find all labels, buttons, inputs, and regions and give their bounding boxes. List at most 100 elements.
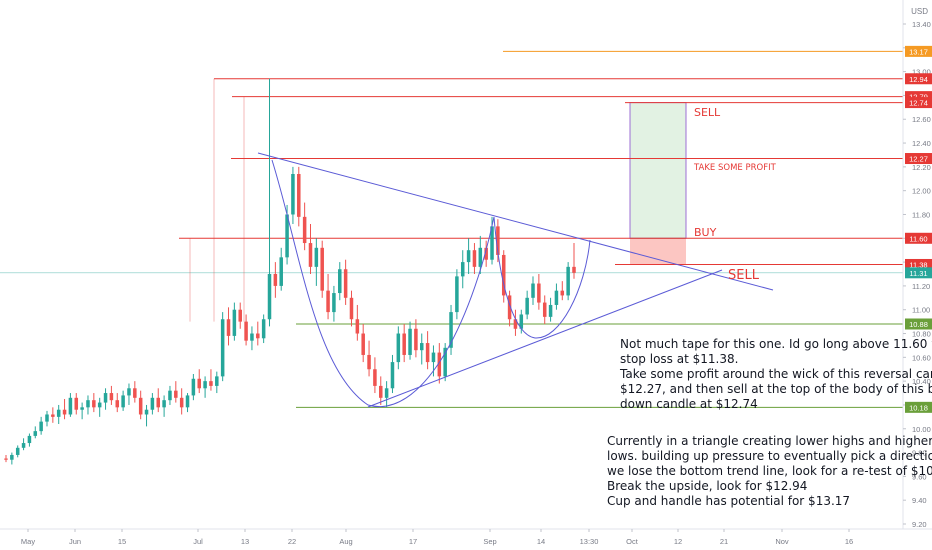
candle-body [238, 309, 242, 322]
candle-body [525, 297, 529, 315]
candle-body [460, 262, 465, 277]
candle-body [542, 302, 547, 317]
price-tick-label: 12.40 [912, 139, 931, 148]
price-level-badge [905, 45, 932, 57]
candle-body [150, 397, 155, 410]
candle-body [437, 352, 442, 377]
candle-body [332, 293, 336, 313]
candle-body [138, 397, 143, 415]
candle-body [62, 409, 67, 415]
price-level-badge-label: 10.18 [909, 403, 928, 412]
price-level-badge-label: 12.27 [909, 155, 928, 164]
candle-body [326, 290, 330, 313]
note-line: $12.27, and then sell at the top of the … [620, 382, 932, 396]
candle-body [232, 309, 237, 336]
candle-body [103, 393, 108, 403]
candle-body [279, 257, 283, 286]
candle-body [519, 314, 524, 329]
position-zones [629, 102, 687, 265]
candle-body [390, 362, 395, 389]
candle-body [109, 393, 114, 401]
price-tick-label: 12.60 [912, 115, 931, 124]
candle-body [203, 381, 207, 389]
time-tick-label: Sep [483, 537, 496, 546]
time-tick-label: 13:30 [580, 537, 599, 546]
price-tick-label: 11.00 [912, 306, 930, 315]
candle-body [548, 304, 553, 317]
price-level-lines [0, 50, 903, 408]
time-tick-label: 14 [537, 537, 545, 546]
candle-body [215, 376, 219, 386]
stop-loss-zone [630, 238, 686, 265]
price-tick-label: 13.00 [912, 68, 931, 77]
price-level-badge-label: 12.94 [909, 75, 928, 84]
time-tick-label: Nov [775, 537, 789, 546]
candle-body [431, 352, 436, 363]
candle-body [349, 297, 354, 320]
candle-body [168, 390, 172, 401]
candle-body [56, 409, 61, 417]
price-tick-label: 9.80 [912, 449, 927, 458]
lower-trendline [367, 269, 723, 408]
candle-body [314, 247, 319, 267]
price-level-badge [905, 267, 932, 279]
candle-body [373, 369, 377, 386]
time-tick-label: 15 [118, 537, 126, 546]
time-axis[interactable]: May Jun 15 Jul 13 22 Aug 17 Sep 14 13:30 Oct 12 21 Nov… [0, 528, 932, 546]
candle-body [414, 328, 418, 351]
candle-body [379, 385, 383, 398]
sell-bottom-label: SELL [728, 268, 760, 283]
price-tick-label: 10.40 [912, 377, 931, 386]
note-line: Cup and handle has potential for $13.17 [607, 494, 851, 508]
candle-body [121, 395, 125, 408]
candle-body [484, 247, 488, 260]
price-tick-label: 9.60 [912, 472, 927, 481]
candle-body [472, 250, 477, 267]
candle-body [267, 274, 272, 320]
candle-body [220, 319, 225, 377]
candle-body [127, 388, 131, 396]
candle-body [560, 290, 565, 296]
candle-body [86, 400, 90, 408]
profit-zone [629, 102, 687, 239]
candle-body [320, 247, 324, 291]
candle-body [513, 319, 518, 329]
trend-drawings [257, 152, 774, 408]
candle-body [572, 266, 576, 273]
candle-body [174, 390, 178, 398]
candle-body [10, 454, 14, 460]
candle-body [115, 400, 120, 408]
price-tick-label: 12.00 [912, 187, 931, 196]
note-line: down candle at $12.74 [620, 397, 758, 411]
time-tick-label: Jul [193, 537, 203, 546]
time-tick-label: 16 [845, 537, 853, 546]
candle-body [226, 319, 231, 336]
candle-body [443, 347, 447, 377]
time-tick-label: Jun [69, 537, 81, 546]
candle-body [402, 333, 406, 355]
time-tick-label: May [21, 537, 35, 546]
price-level-badge-label: 13.17 [909, 47, 928, 56]
note-line: Currently in a triangle creating lower h… [607, 434, 932, 448]
price-tick-label: 10.00 [912, 425, 931, 434]
candle-body [197, 378, 201, 389]
note-line: we lose the bottom trend line, look for … [607, 464, 932, 478]
candle-body [250, 333, 254, 341]
candle-body [297, 174, 301, 217]
candle-body [273, 274, 278, 286]
candle-body [92, 400, 96, 408]
price-level-badge [905, 97, 932, 109]
cup-curve [271, 159, 495, 408]
candle-body [496, 226, 500, 255]
candle-body [478, 247, 483, 267]
candle-body [537, 283, 541, 303]
sell-top-label: SELL [694, 106, 721, 119]
price-level-badge-label: 11.60 [909, 234, 927, 243]
price-axis[interactable]: USD9.209.409.609.8010.0010.2010.4010.601… [902, 0, 932, 529]
candle-body [425, 343, 430, 363]
candle-body [162, 400, 166, 408]
price-level-badge [905, 153, 932, 165]
candle-body [68, 397, 73, 415]
candle-body [490, 226, 494, 260]
